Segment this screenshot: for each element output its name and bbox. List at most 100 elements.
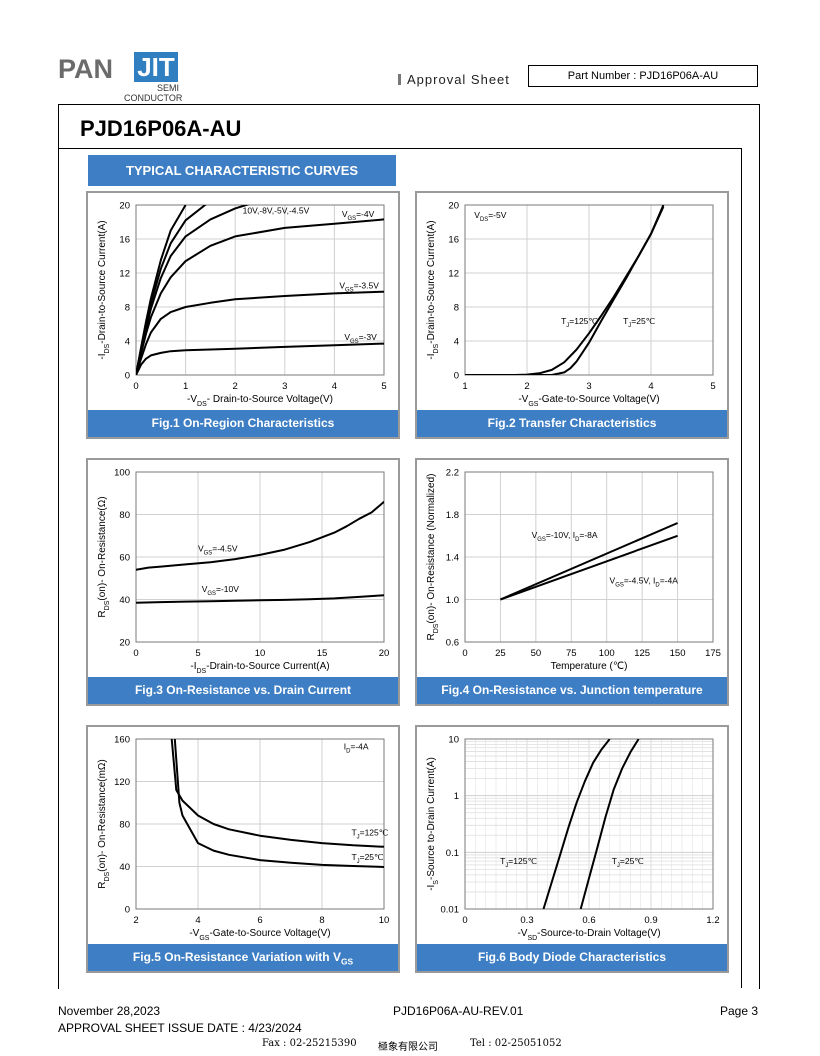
y-tick-label: 0 bbox=[454, 371, 459, 382]
series-line-5 bbox=[136, 342, 384, 375]
x-tick-label: 100 bbox=[599, 648, 615, 659]
x-tick-label: 4 bbox=[648, 381, 653, 392]
series-line-1 bbox=[465, 205, 665, 375]
y-axis-label: -IDS-Drain-to-Source Current(A) bbox=[97, 220, 111, 359]
x-axis-label: -VGS-Gate-to-Source Voltage(V) bbox=[189, 928, 330, 942]
y-tick-label: 1.0 bbox=[446, 595, 459, 606]
y-axis-label: RDS(on)- On-Resistance(mΩ) bbox=[97, 759, 111, 888]
x-axis-label: -VGS-Gate-to-Source Voltage(V) bbox=[518, 394, 659, 408]
x-tick-label: 0 bbox=[462, 648, 467, 659]
y-tick-label: 8 bbox=[125, 303, 130, 314]
annotation-label: TJ=25℃ bbox=[623, 316, 656, 329]
x-tick-label: 20 bbox=[379, 648, 390, 659]
y-tick-label: 12 bbox=[119, 269, 130, 280]
chart-fig6: 0 0.3 0.6 0.9 1.2 0.01 0.1 1 10 TJ=125℃ TJ=25℃ -VSD… bbox=[426, 735, 720, 942]
x-tick-label: 50 bbox=[531, 648, 542, 659]
chart-fig4: 0 25 50 75 100 125 150 175 0.6 1.0 1.4 1.8 2.2 VGS=-1… bbox=[426, 468, 721, 673]
plot-area bbox=[135, 204, 385, 376]
y-tick-label: 16 bbox=[448, 235, 459, 246]
x-tick-label: 0 bbox=[133, 381, 138, 392]
annotation-label: VGS=-10V bbox=[202, 584, 240, 597]
frame-inner-rule bbox=[741, 148, 742, 988]
y-tick-label: 100 bbox=[114, 468, 130, 479]
gridlines bbox=[135, 471, 385, 643]
caption-fig1: Fig.1 On-Region Characteristics bbox=[88, 410, 398, 437]
x-tick-label: 125 bbox=[634, 648, 650, 659]
gridlines bbox=[464, 204, 714, 376]
y-tick-label: 1 bbox=[454, 791, 459, 802]
annotation-label: TJ=25℃ bbox=[351, 852, 384, 865]
y-axis-label: -IS-Source to-Drain Current(A) bbox=[426, 757, 440, 891]
footer-revision: PJD16P06A-AU-REV.01 bbox=[393, 1004, 524, 1018]
plot-area bbox=[135, 738, 385, 910]
x-tick-label: 2 bbox=[524, 381, 529, 392]
approval-bar-icon bbox=[398, 74, 401, 85]
annotation-label: VGS=-4.5V bbox=[198, 544, 238, 557]
y-tick-label: 20 bbox=[119, 201, 130, 212]
annotation-label: TJ=25℃ bbox=[612, 856, 645, 869]
caption-fig3: Fig.3 On-Resistance vs. Drain Current bbox=[88, 677, 398, 704]
plot-area bbox=[464, 204, 714, 376]
footer-fax: Fax : 02-25215390 bbox=[262, 1038, 357, 1049]
document-frame bbox=[58, 104, 760, 989]
approval-text: Approval Sheet bbox=[407, 72, 510, 87]
annotation-label: TJ=125℃ bbox=[500, 856, 537, 869]
annotation-label: VGS=-4V bbox=[342, 209, 375, 222]
section-heading: TYPICAL CHARACTERISTIC CURVES bbox=[88, 155, 396, 186]
footer-company: 極象有限公司 bbox=[378, 1042, 438, 1053]
footer-tel: Tel : 02-25051052 bbox=[470, 1038, 562, 1049]
series-line-3 bbox=[136, 218, 384, 375]
plot-area bbox=[464, 738, 714, 910]
x-tick-label: 25 bbox=[495, 648, 506, 659]
chart-panel-fig3: 0 5 10 15 20 20 40 60 80 100 VGS=-4.5V VGS=-10V -IDS… bbox=[86, 458, 400, 706]
y-tick-label: 0.1 bbox=[446, 848, 459, 859]
series-line-1 bbox=[500, 534, 678, 601]
x-tick-label: 3 bbox=[282, 381, 287, 392]
y-tick-label: 16 bbox=[119, 235, 130, 246]
x-tick-label: 5 bbox=[710, 381, 715, 392]
x-tick-label: 0.6 bbox=[582, 915, 595, 926]
annotation-label: VGS=-3V bbox=[344, 332, 377, 345]
x-tick-label: 1 bbox=[462, 381, 467, 392]
y-tick-label: 40 bbox=[119, 862, 130, 873]
series-line-0 bbox=[170, 739, 384, 848]
x-tick-label: 6 bbox=[257, 915, 262, 926]
y-axis-label: RDS(on)- On-Resistance(Ω) bbox=[97, 496, 111, 617]
chart-panel-fig2: 1 2 3 4 5 0 4 8 12 16 20 VDS=-5V TJ=125℃ TJ=25℃ -VGS-G… bbox=[415, 191, 729, 439]
logo-brand-left: PAN bbox=[58, 54, 114, 84]
y-tick-label: 80 bbox=[119, 510, 130, 521]
y-tick-label: 80 bbox=[119, 820, 130, 831]
y-tick-label: 8 bbox=[454, 303, 459, 314]
chart-panel-fig1: 0 1 2 3 4 5 0 4 8 12 16 20 10V,-8V,-5V,-4.5V VGS=-4V V… bbox=[86, 191, 400, 439]
x-axis-label: -VDS- Drain-to-Source Voltage(V) bbox=[187, 394, 333, 408]
y-tick-label: 60 bbox=[119, 553, 130, 564]
y-tick-label: 0 bbox=[125, 905, 130, 916]
approval-sheet-label: Approval Sheet bbox=[398, 72, 510, 87]
annotation-label: TJ=125℃ bbox=[561, 316, 598, 329]
x-tick-label: 175 bbox=[705, 648, 721, 659]
y-tick-label: 2.2 bbox=[446, 468, 459, 479]
caption-fig4: Fig.4 On-Resistance vs. Junction tempera… bbox=[417, 677, 727, 704]
y-tick-label: 4 bbox=[454, 337, 459, 348]
x-tick-label: 4 bbox=[332, 381, 337, 392]
x-axis-label: -VSD-Source-to-Drain Voltage(V) bbox=[517, 928, 660, 942]
panjit-logo: PAN JIT SEMI CONDUCTOR bbox=[58, 52, 182, 104]
page-title: PJD16P06A-AU bbox=[80, 116, 242, 141]
plot-area bbox=[135, 471, 385, 643]
x-axis-label: Temperature (℃) bbox=[551, 661, 628, 672]
chart-fig5: 2 4 6 8 10 0 40 80 120 160 ID=-4A TJ=125℃ TJ=25℃ -VGS… bbox=[97, 735, 390, 942]
x-tick-label: 0.9 bbox=[644, 915, 657, 926]
chart-panel-fig4: 0 25 50 75 100 125 150 175 0.6 1.0 1.4 1.8 2.2 VGS=-1… bbox=[415, 458, 729, 706]
annotation-label: ID=-4A bbox=[344, 742, 369, 755]
x-tick-label: 10 bbox=[379, 915, 390, 926]
y-axis-label: -IDS-Drain-to-Source Current(A) bbox=[426, 220, 440, 359]
gridlines bbox=[464, 738, 714, 910]
gridlines bbox=[464, 471, 714, 643]
title-divider bbox=[58, 148, 742, 149]
y-tick-label: 0 bbox=[125, 371, 130, 382]
footer-page: Page 3 bbox=[720, 1004, 759, 1018]
y-tick-label: 0.6 bbox=[446, 638, 459, 649]
x-tick-label: 150 bbox=[670, 648, 686, 659]
